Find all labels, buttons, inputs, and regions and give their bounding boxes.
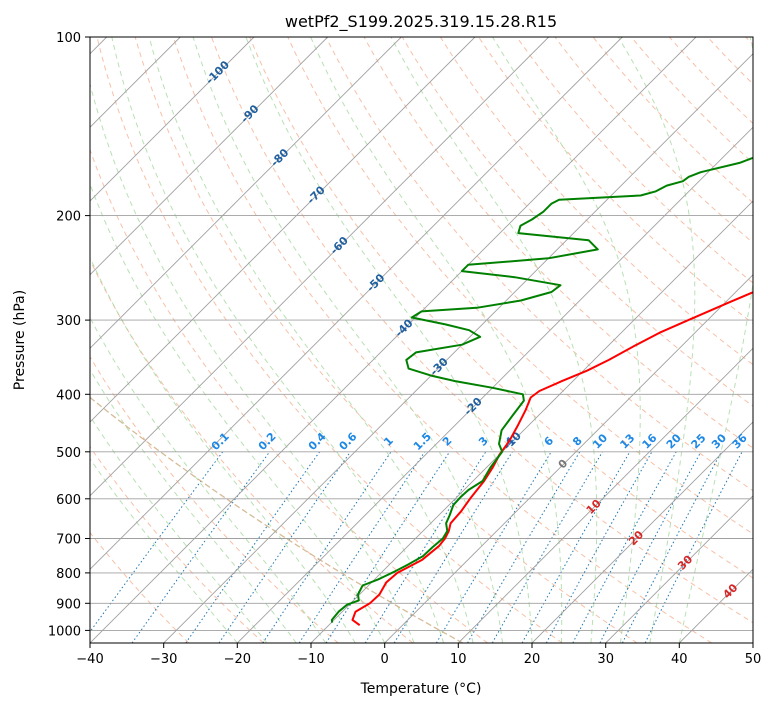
isotherm-line (236, 126, 753, 643)
y-axis-title: Pressure (hPa) (12, 290, 28, 390)
dry-adiabat (96, 37, 563, 643)
isotherm-line (90, 37, 550, 497)
y-tick-label: 100 (56, 31, 81, 46)
mixing-ratio-line (435, 451, 552, 643)
y-tick-label: 1000 (48, 624, 81, 639)
dewpoint-profile-line (330, 156, 753, 623)
isotherm-line (310, 200, 753, 643)
x-tick-label: 50 (745, 652, 762, 667)
isotherm-line (90, 37, 623, 570)
isotherm-line (90, 37, 329, 276)
dry-adiabat (90, 355, 339, 643)
dry-adiabat (90, 531, 190, 643)
isotherm-line (605, 495, 753, 643)
dry-adiabat (554, 37, 753, 244)
moist-adiabat (492, 37, 641, 643)
isotherm-line (384, 274, 753, 643)
moist-adiabat (90, 256, 356, 643)
temperature-profile-line (351, 291, 753, 627)
y-tick-label: 300 (56, 314, 81, 329)
dry-adiabat (287, 37, 753, 535)
moist-adiabat (111, 37, 445, 643)
x-tick-label: −20 (224, 652, 251, 667)
x-tick-label: 0 (381, 652, 389, 667)
x-tick-label: 20 (524, 652, 541, 667)
moist-adiabat (90, 415, 268, 643)
dry-adiabat (90, 258, 414, 643)
x-tick-label: −30 (150, 652, 177, 667)
mixing-ratio-line (572, 451, 677, 643)
isotherm-line (90, 37, 697, 643)
mixing-ratio-line (364, 451, 487, 643)
y-tick-label: 700 (56, 533, 81, 548)
moist-adiabat (90, 457, 238, 643)
isotherm-line (163, 53, 753, 643)
sounding-profiles (330, 156, 753, 627)
mixing-ratio-line (521, 451, 631, 643)
mixing-ratio-line (491, 451, 603, 643)
y-tick-label: 600 (56, 493, 81, 508)
dry-adiabat (439, 37, 753, 366)
moist-adiabat (617, 37, 696, 643)
dry-adiabat (134, 37, 638, 643)
dry-adiabat (325, 37, 753, 492)
x-tick-label: −40 (76, 652, 103, 667)
x-tick-label: −10 (297, 652, 324, 667)
mixing-ratio-line (218, 451, 351, 643)
chart-title: wetPf2_S199.2025.319.15.28.R15 (285, 12, 557, 32)
moist-adiabat (90, 182, 386, 643)
mixing-ratio-line (393, 451, 513, 643)
x-tick-label: 10 (450, 652, 467, 667)
y-tick-label: 200 (56, 210, 81, 225)
mixing-ratio-line (131, 451, 271, 643)
background-lines (90, 37, 753, 643)
plot-frame (89, 36, 754, 644)
isotherm-line (531, 421, 753, 643)
dry-adiabat (401, 37, 753, 407)
isotherm-line (90, 37, 255, 202)
moist-adiabat (245, 37, 533, 643)
dry-adiabat (249, 37, 753, 579)
moist-adiabat (192, 37, 503, 643)
isotherm-line (90, 37, 402, 349)
moist-adiabat (148, 37, 474, 643)
y-tick-label: 800 (56, 567, 81, 582)
x-axis-title: Temperature (°C) (360, 681, 482, 697)
y-tick-label: 900 (56, 597, 81, 612)
isotherm-line (90, 37, 476, 423)
x-tick-label: 30 (597, 652, 614, 667)
y-tick-label: 500 (56, 446, 81, 461)
axis-ticks: −40 −30 −20 −10 0 10 20 30 40 50 100 200 300 400 500 60… (48, 31, 761, 667)
mixing-ratio-line (325, 451, 451, 643)
mixing-ratio-line (185, 451, 321, 643)
mixing-ratio-line (467, 451, 581, 643)
dry-adiabat (211, 37, 753, 624)
isotherm-line (457, 347, 753, 643)
y-tick-label: 400 (56, 388, 81, 403)
moist-adiabat (310, 37, 563, 643)
x-tick-label: 40 (671, 652, 688, 667)
lifted-condensation-curve (90, 396, 464, 643)
